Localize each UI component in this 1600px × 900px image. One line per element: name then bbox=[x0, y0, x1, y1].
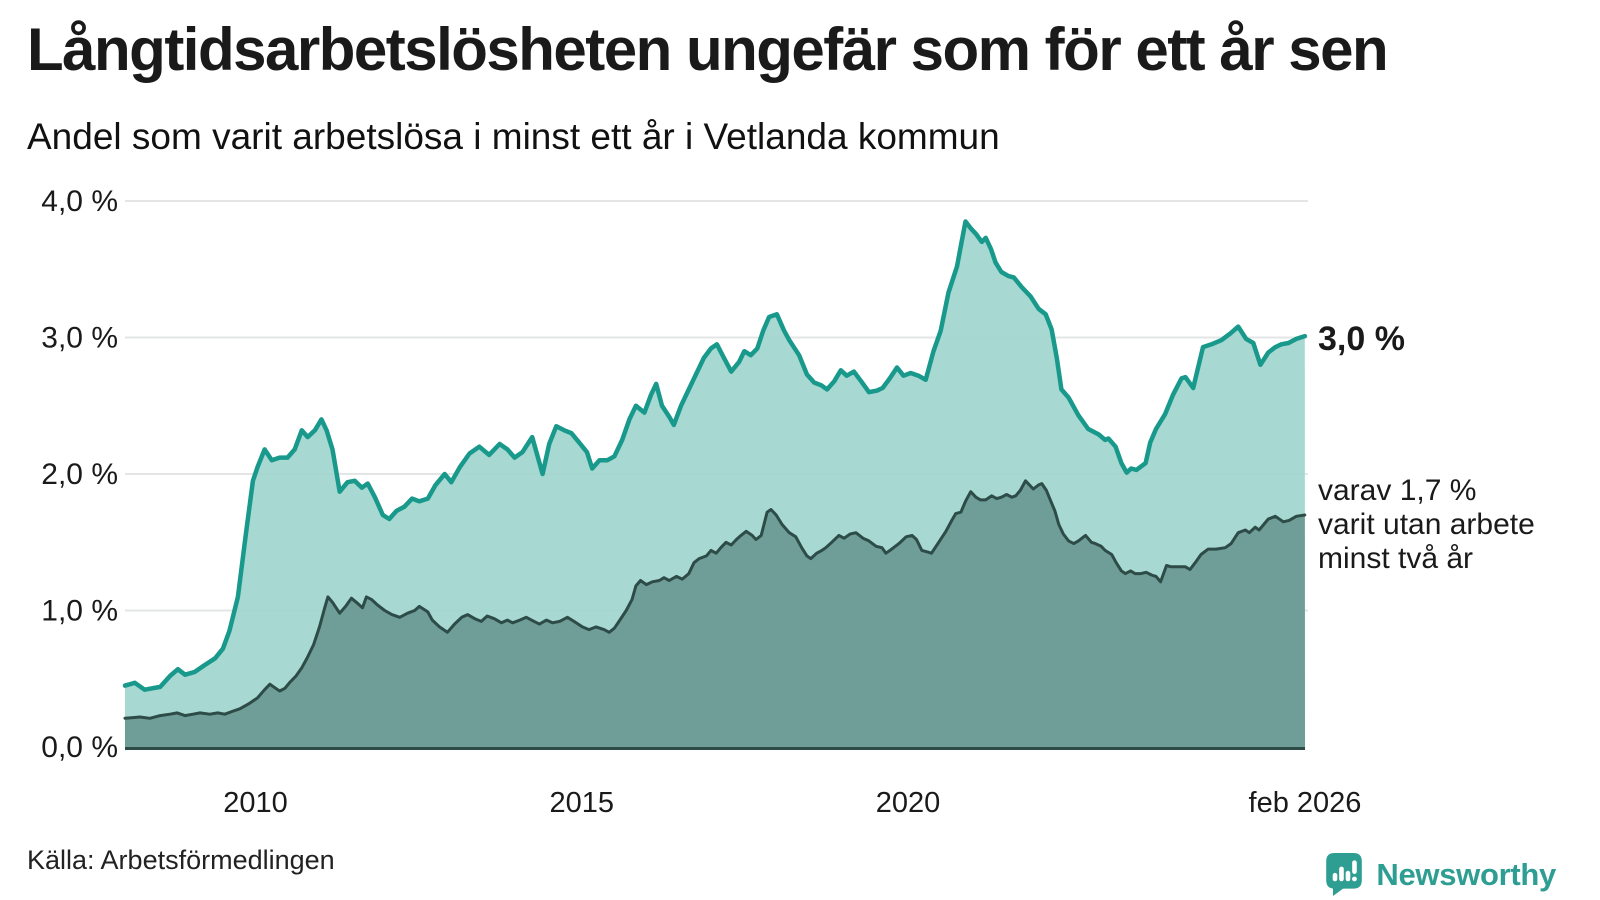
series-line-1 bbox=[123, 479, 1307, 720]
y-tick-label: 4,0 % bbox=[41, 185, 118, 218]
y-tick-label: 1,0 % bbox=[41, 595, 118, 628]
brand-name: Newsworthy bbox=[1376, 857, 1556, 892]
source-note: Källa: Arbetsförmedlingen bbox=[27, 845, 335, 875]
secondary-annotation: varav 1,7 % varit utan arbete minst två … bbox=[1318, 474, 1535, 576]
x-tick-label: feb 2026 bbox=[1249, 787, 1362, 819]
secondary-annotation-line: varit utan arbete bbox=[1318, 508, 1535, 541]
series-line-0 bbox=[122, 219, 1308, 692]
y-tick-label: 0,0 % bbox=[41, 731, 118, 764]
area-fill-1 bbox=[125, 480, 1305, 747]
last-value-annotation: 3,0 % bbox=[1318, 320, 1405, 358]
x-tick-label: 2015 bbox=[550, 787, 615, 819]
y-tick-label: 3,0 % bbox=[41, 322, 118, 355]
x-tick-label: 2010 bbox=[223, 787, 288, 819]
x-tick-label: 2020 bbox=[876, 787, 941, 819]
y-tick-label: 2,0 % bbox=[41, 458, 118, 491]
page-subtitle: Andel som varit arbetslösa i minst ett å… bbox=[27, 116, 1000, 157]
secondary-annotation-line: varav 1,7 % bbox=[1318, 474, 1477, 507]
newsworthy-logo-icon bbox=[1326, 853, 1363, 896]
secondary-annotation-line: minst två år bbox=[1318, 542, 1474, 575]
page-title: Långtidsarbetslösheten ungefär som för e… bbox=[27, 16, 1389, 83]
brand-logo: Newsworthy bbox=[1326, 853, 1556, 897]
